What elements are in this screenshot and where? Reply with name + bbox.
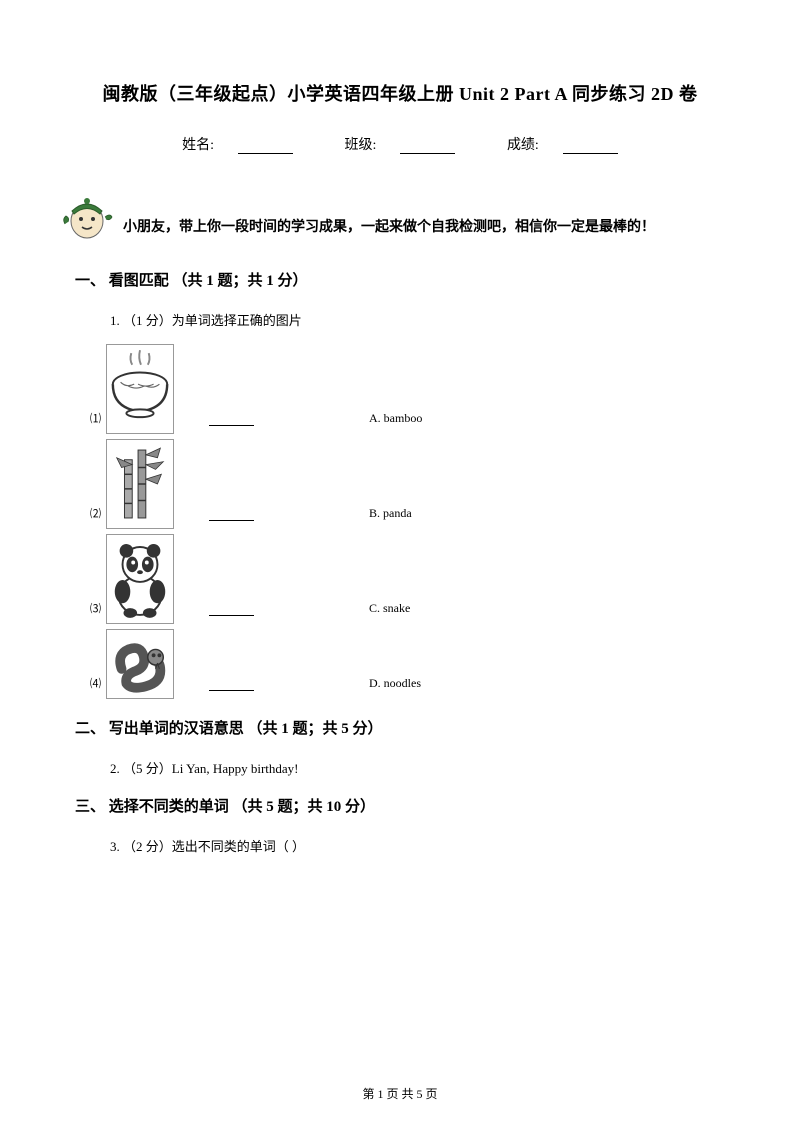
match-num-1: ⑴ [90,410,101,434]
question-3: 3. （2 分）选出不同类的单词（ ） [110,836,725,855]
name-label: 姓名: [170,138,305,153]
match-blank-1 [209,425,254,426]
match-num-4: ⑷ [90,675,101,699]
match-item-3: ⑶ C. snake [90,534,725,624]
intro-row: 小朋友，带上你一段时间的学习成果，一起来做个自我检测吧，相信你一定是最棒的！ [60,189,725,244]
match-item-2: ⑵ B. panda [90,439,725,529]
score-blank [563,140,618,154]
section-3-header: 三、 选择不同类的单词 （共 5 题；共 10 分） [75,795,725,816]
noodles-image [106,344,174,434]
class-label: 班级: [333,138,468,153]
match-answer-b: B. panda [369,506,412,529]
bamboo-image [106,439,174,529]
question-2: 2. （5 分）Li Yan, Happy birthday! [110,758,725,777]
match-answer-c: C. snake [369,601,410,624]
class-blank [400,140,455,154]
intro-text: 小朋友，带上你一段时间的学习成果，一起来做个自我检测吧，相信你一定是最棒的！ [123,216,655,244]
match-num-3: ⑶ [90,600,101,624]
section-2-header: 二、 写出单词的汉语意思 （共 1 题；共 5 分） [75,717,725,738]
match-answer-a: A. bamboo [369,411,422,434]
match-num-2: ⑵ [90,505,101,529]
match-item-1: ⑴ A. bamboo [90,344,725,434]
page-title: 闽教版（三年级起点）小学英语四年级上册 Unit 2 Part A 同步练习 2… [75,80,725,106]
question-1: 1. （1 分）为单词选择正确的图片 [110,310,725,329]
score-label: 成绩: [495,138,630,153]
panda-image [106,534,174,624]
info-row: 姓名: 班级: 成绩: [75,134,725,154]
cartoon-icon [60,189,115,244]
match-blank-3 [209,615,254,616]
match-answer-d: D. noodles [369,676,421,699]
match-blank-4 [209,690,254,691]
match-blank-2 [209,520,254,521]
name-blank [238,140,293,154]
match-item-4: ⑷ D. noodles [90,629,725,699]
snake-image [106,629,174,699]
page-footer: 第 1 页 共 5 页 [0,1085,800,1102]
section-1-header: 一、 看图匹配 （共 1 题；共 1 分） [75,269,725,290]
